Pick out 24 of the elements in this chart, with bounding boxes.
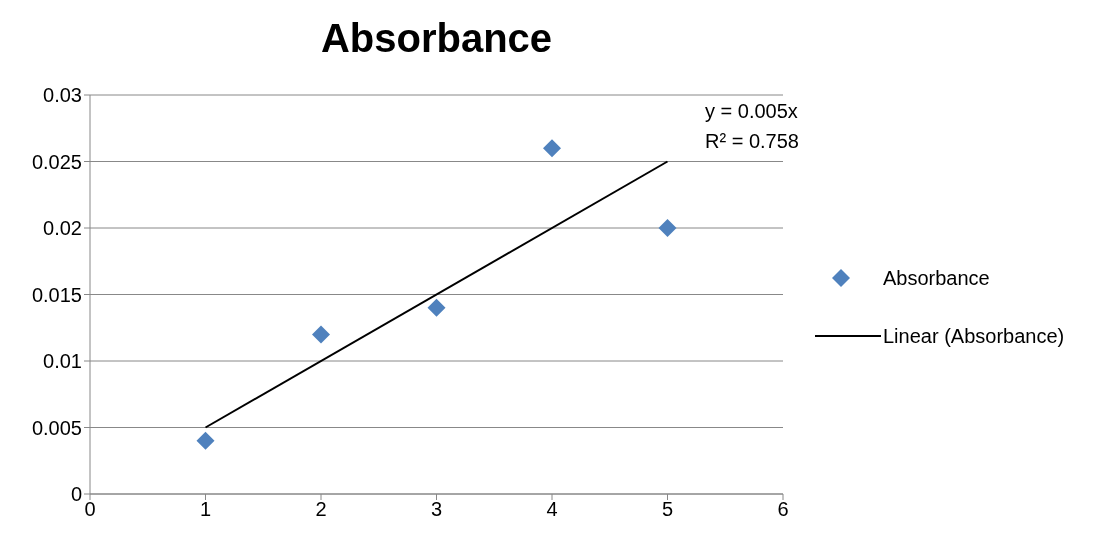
y-tick-label: 0.015 — [31, 283, 82, 306]
x-tick-label: 3 — [430, 498, 443, 521]
x-tick-label: 5 — [661, 498, 674, 521]
legend-label: Linear (Absorbance) — [883, 324, 1065, 348]
point — [312, 325, 330, 344]
y-tick-label: 0 — [70, 483, 82, 506]
x-tick-label: 2 — [315, 498, 327, 521]
y-tick-label: 0.01 — [43, 350, 82, 373]
annotation: y = 0.005x — [705, 99, 799, 124]
x-tick-label: 4 — [546, 498, 558, 521]
point — [427, 298, 446, 317]
point — [196, 431, 215, 450]
y-tick-label: 0.005 — [31, 416, 82, 439]
y-tick-label: 0.03 — [43, 84, 82, 107]
annotation: R² = 0.758 — [705, 129, 799, 154]
point — [543, 139, 561, 158]
x-tick-label: 6 — [777, 498, 789, 521]
x-tick-label: 1 — [199, 498, 212, 521]
chart-title: Absorbance — [319, 16, 554, 61]
y-tick-label: 0.025 — [31, 150, 82, 173]
x-tick-label: 0 — [84, 498, 96, 521]
y-tick-label: 0.02 — [43, 217, 82, 240]
point — [658, 219, 677, 237]
legend-label: Absorbance — [883, 266, 990, 290]
